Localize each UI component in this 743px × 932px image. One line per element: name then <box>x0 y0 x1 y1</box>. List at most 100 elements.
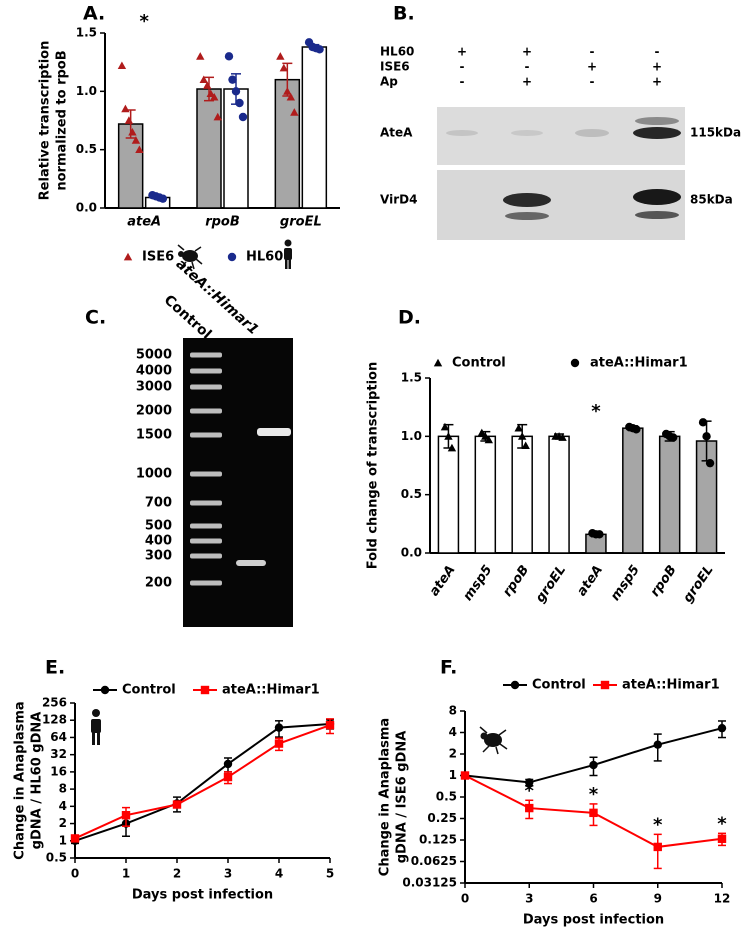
data-point <box>276 52 285 60</box>
legend-label: Control <box>532 678 586 693</box>
ladder-label: 2000 <box>136 404 172 419</box>
y-tick-label: 1.0 <box>401 429 422 443</box>
ladder-band <box>190 500 222 506</box>
x-tick-label: 12 <box>714 892 731 906</box>
y-tick-label: 0.0 <box>401 546 422 560</box>
data-point <box>70 834 80 843</box>
panel-label: F. <box>440 657 457 679</box>
tick-icon <box>177 244 203 270</box>
bar <box>511 435 533 554</box>
x-tick-label: rpoB <box>648 563 680 600</box>
data-point <box>460 771 470 780</box>
row-label: HL60 <box>380 45 414 59</box>
data-point <box>286 92 296 101</box>
y-axis-label: gDNA / ISE6 gDNA <box>395 731 410 864</box>
legend-marker <box>510 680 520 690</box>
data-point <box>223 759 233 769</box>
y-tick-label: 0.5 <box>436 790 457 804</box>
ladder-band <box>190 523 222 529</box>
data-point <box>206 89 215 98</box>
bar <box>548 435 570 554</box>
y-tick-label: 1.5 <box>401 371 422 385</box>
bar <box>658 435 681 554</box>
annotation: * <box>525 780 535 801</box>
bar <box>117 123 144 209</box>
data-point <box>668 433 678 442</box>
data-point <box>521 441 530 450</box>
sign: + <box>652 60 662 74</box>
panel-label: E. <box>45 657 65 679</box>
data-point <box>223 772 233 782</box>
legend-label: ateA::Himar1 <box>222 683 320 698</box>
data-point <box>717 834 727 843</box>
blot-band <box>446 130 478 136</box>
y-tick-label: 0.5 <box>401 487 422 501</box>
band-label: VirD4 <box>380 193 417 207</box>
y-tick-label: 1.0 <box>76 84 97 98</box>
x-tick-label: msp5 <box>460 563 495 604</box>
x-tick-label: 9 <box>654 892 662 906</box>
y-tick-label: 32 <box>50 747 67 761</box>
data-point <box>525 778 534 787</box>
x-axis-label: Days post infection <box>523 913 664 928</box>
person-icon <box>284 239 292 269</box>
data-point <box>210 92 219 101</box>
y-axis-label: Fold change of transcription <box>366 362 381 569</box>
x-tick-label: 0 <box>71 867 79 881</box>
y-tick-label: 1 <box>449 768 457 782</box>
sign: - <box>525 60 530 74</box>
line <box>74 722 331 842</box>
data-point <box>283 87 292 95</box>
panel-label: C. <box>85 307 106 329</box>
y-tick-label: 8 <box>449 704 457 718</box>
data-point <box>447 443 457 452</box>
annotation: * <box>139 11 149 32</box>
ladder-label: 4000 <box>136 364 172 379</box>
y-tick-label: 0.0625 <box>411 854 457 868</box>
legend-marker <box>570 358 580 368</box>
y-tick-label: 0.5 <box>76 142 97 156</box>
blot-band <box>635 117 679 125</box>
x-axis-label: Days post infection <box>132 888 273 903</box>
y-tick-label: 16 <box>50 764 67 778</box>
sign: + <box>522 45 532 59</box>
legend-marker <box>123 252 133 261</box>
ladder-band <box>190 432 222 438</box>
bar <box>474 435 497 554</box>
sign: - <box>590 45 595 59</box>
y-axis-label: gDNA / HL60 gDNA <box>30 712 45 850</box>
y-tick-label: 1 <box>59 833 67 847</box>
y-tick-label: 0.125 <box>419 833 457 847</box>
sign: + <box>652 75 662 89</box>
ladder-label: 700 <box>145 496 172 511</box>
data-point <box>632 425 641 434</box>
y-tick-label: 0.0 <box>76 201 97 215</box>
ladder-label: 400 <box>145 534 172 549</box>
y-axis-label: Change in Anaplasma <box>378 718 393 876</box>
data-point <box>517 432 527 440</box>
gel-band <box>236 560 266 566</box>
x-tick-label: 2 <box>173 867 181 881</box>
blot-band <box>505 212 549 220</box>
y-axis-label: Relative transcription <box>38 41 53 201</box>
person-icon <box>91 709 101 745</box>
ladder-label: 300 <box>145 549 172 564</box>
x-tick-label: ateA <box>127 215 161 230</box>
ladder-band <box>190 538 222 544</box>
x-tick-label: 3 <box>525 892 533 906</box>
data-point <box>203 81 212 89</box>
bar <box>274 78 301 209</box>
data-point <box>224 52 234 61</box>
bar <box>301 46 328 209</box>
data-point <box>128 127 137 136</box>
row-label: Ap <box>380 75 398 89</box>
blot-band <box>575 129 609 137</box>
tick-icon <box>479 726 508 755</box>
x-tick-label: ateA <box>574 563 606 599</box>
y-tick-label: 4 <box>449 725 457 739</box>
x-tick-label: rpoB <box>500 563 532 600</box>
data-point <box>158 194 168 203</box>
annotation: * <box>717 813 727 834</box>
panel-label: B. <box>393 3 415 25</box>
